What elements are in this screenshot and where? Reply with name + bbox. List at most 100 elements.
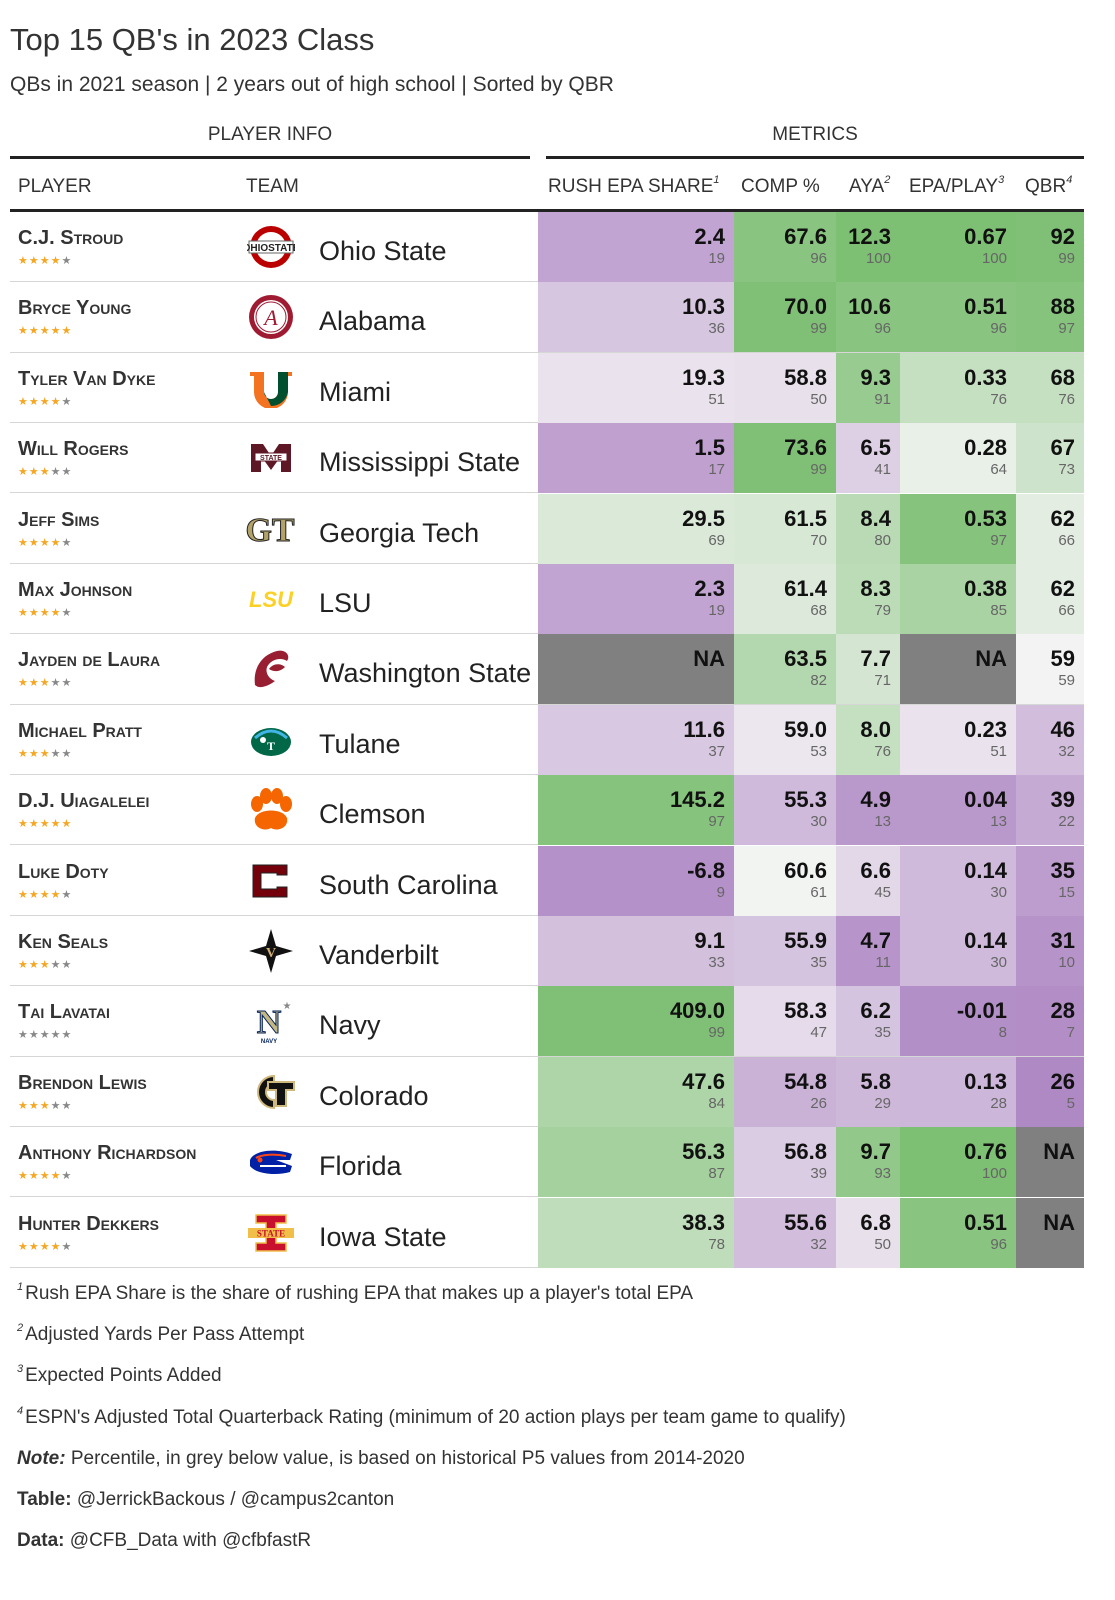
star-icon: ★	[39, 1240, 51, 1253]
star-icon: ★	[28, 325, 40, 338]
star-icon: ★	[28, 1029, 40, 1042]
player-name: Luke Doty	[18, 860, 109, 883]
svg-text:OHIOSTATE: OHIOSTATE	[247, 243, 295, 254]
cell-value: 59	[1050, 646, 1075, 672]
star-icon: ★	[61, 888, 73, 901]
cell-value: 92	[1050, 224, 1075, 249]
cell-percentile: 39	[810, 1165, 827, 1183]
cell-value: -6.8	[687, 857, 725, 883]
cell-epa-play: 0.76 100	[900, 1127, 1016, 1198]
star-icon: ★	[50, 1240, 62, 1253]
cell-value: 39	[1050, 787, 1075, 813]
cell-percentile: 47	[810, 1024, 827, 1042]
cell-value: 9.1	[694, 928, 725, 953]
cell-value: 1.5	[694, 435, 725, 461]
cell-value: 6.8	[860, 1209, 891, 1235]
star-icon: ★	[50, 959, 62, 971]
team-name: Miami	[319, 376, 391, 407]
svg-text:GT: GT	[246, 512, 295, 547]
cell-percentile: 96	[990, 320, 1007, 338]
star-icon: ★	[50, 677, 62, 690]
column-header-team: TEAM	[246, 176, 299, 197]
cell-percentile: 64	[990, 461, 1007, 479]
cell-aya: 8.0 76	[836, 704, 900, 775]
star-icon: ★	[61, 677, 73, 690]
column-header-rush-epa-share: RUSH EPA SHARE1	[548, 174, 720, 197]
cell-rush-epa-share: NA	[538, 634, 734, 705]
star-icon: ★	[28, 888, 40, 901]
star-icon: ★	[50, 325, 62, 338]
cell-comp-pct: 59.0 53	[734, 704, 836, 775]
cell-epa-play: 0.67 100	[900, 212, 1016, 282]
cell-rush-epa-share: 2.4 19	[538, 212, 734, 282]
footnote: 4 ESPN's Adjusted Total Quarterback Ratin…	[17, 1405, 846, 1429]
cell-percentile: 61	[810, 883, 827, 901]
cell-value: 55.9	[784, 928, 827, 953]
cell-percentile: 84	[708, 1094, 725, 1112]
cell-aya: 8.4 80	[836, 493, 900, 564]
star-icon: ★	[39, 255, 51, 267]
star-icon: ★	[50, 395, 62, 408]
cell-percentile: 28	[990, 1094, 1007, 1112]
cell-percentile: 97	[708, 813, 725, 831]
cell-percentile: 13	[990, 813, 1007, 831]
cell-value: 0.76	[964, 1139, 1007, 1165]
star-icon: ★	[61, 1099, 73, 1112]
cell-aya: 6.8 50	[836, 1197, 900, 1268]
star-icon: ★	[39, 1170, 51, 1183]
cell-percentile: 76	[990, 390, 1007, 408]
star-rating: ★★★★★	[18, 606, 72, 619]
footnote-text: Adjusted Yards Per Pass Attempt	[25, 1324, 305, 1346]
cell-value: 73.6	[784, 435, 827, 461]
cell-aya: 8.3 79	[836, 564, 900, 634]
cell-comp-pct: 61.5 70	[734, 493, 836, 564]
cell-rush-epa-share: 9.1 33	[538, 916, 734, 986]
table-row: 2.3 19 61.4 68 8.3 79 0.38 85 62 66 Max Johnson ★★★…	[10, 564, 1084, 635]
table-row: 56.3 87 56.8 39 9.7 93 0.76 100 NA Anthony Richar…	[10, 1127, 1084, 1198]
cell-comp-pct: 58.8 50	[734, 352, 836, 423]
star-icon: ★	[61, 325, 73, 338]
star-icon: ★	[18, 677, 29, 690]
note-text: Percentile, in grey below value, is base…	[70, 1447, 745, 1469]
team-name: Vanderbilt	[319, 940, 439, 970]
cell-percentile: 66	[1058, 531, 1075, 549]
cell-percentile: 78	[708, 1235, 725, 1253]
cell-aya: 12.3 100	[836, 212, 900, 282]
cell-value: 5.8	[860, 1068, 891, 1094]
star-rating: ★★★★★	[18, 1099, 72, 1112]
cell-rush-epa-share: 56.3 87	[538, 1127, 734, 1198]
note-label: Note:	[17, 1447, 66, 1469]
cell-qbr: 26 5	[1016, 1056, 1084, 1127]
cell-percentile: 99	[708, 1024, 725, 1042]
cell-value: 70.0	[784, 294, 827, 320]
cell-aya: 9.7 93	[836, 1127, 900, 1198]
cell-value: 61.5	[784, 505, 827, 531]
team-name: Georgia Tech	[319, 517, 480, 548]
player-name: Jeff Sims	[18, 508, 100, 531]
footnote-number: 3	[17, 1363, 24, 1376]
star-icon: ★	[50, 255, 62, 267]
cell-percentile: 13	[874, 813, 891, 831]
svg-text:★: ★	[283, 1001, 292, 1012]
svg-text:V: V	[266, 946, 276, 961]
cell-qbr: NA	[1016, 1197, 1084, 1268]
cell-value: 59.0	[784, 716, 827, 742]
star-icon: ★	[61, 607, 73, 619]
vanderbilt-logo: V	[246, 926, 296, 976]
cell-rush-epa-share: 409.0 99	[538, 986, 734, 1057]
star-icon: ★	[39, 1099, 51, 1112]
cell-percentile: 17	[708, 461, 725, 479]
star-rating: ★★★★★	[18, 817, 72, 830]
cell-percentile: 8	[998, 1024, 1007, 1042]
navy-logo: N ★ NAVY	[246, 996, 296, 1046]
cell-value: 62	[1050, 576, 1075, 601]
cell-percentile: 33	[708, 954, 725, 971]
star-icon: ★	[28, 536, 40, 549]
player-name: Bryce Young	[18, 297, 132, 320]
star-rating: ★★★★★	[18, 1240, 72, 1253]
cell-value: 62	[1050, 505, 1075, 531]
table-row: 38.3 78 55.6 32 6.8 50 0.51 96 NA Hunter Dekkers ★…	[10, 1197, 1084, 1268]
cell-percentile: 99	[810, 320, 827, 338]
cell-percentile: 87	[708, 1165, 725, 1183]
player-name: Anthony Richardson	[18, 1142, 197, 1165]
